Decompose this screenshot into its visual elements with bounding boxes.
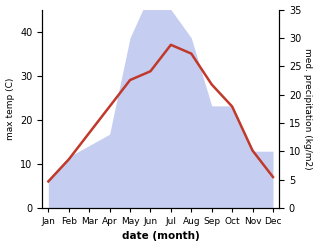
Y-axis label: max temp (C): max temp (C)	[5, 78, 15, 140]
Y-axis label: med. precipitation (kg/m2): med. precipitation (kg/m2)	[303, 48, 313, 169]
X-axis label: date (month): date (month)	[122, 231, 199, 242]
